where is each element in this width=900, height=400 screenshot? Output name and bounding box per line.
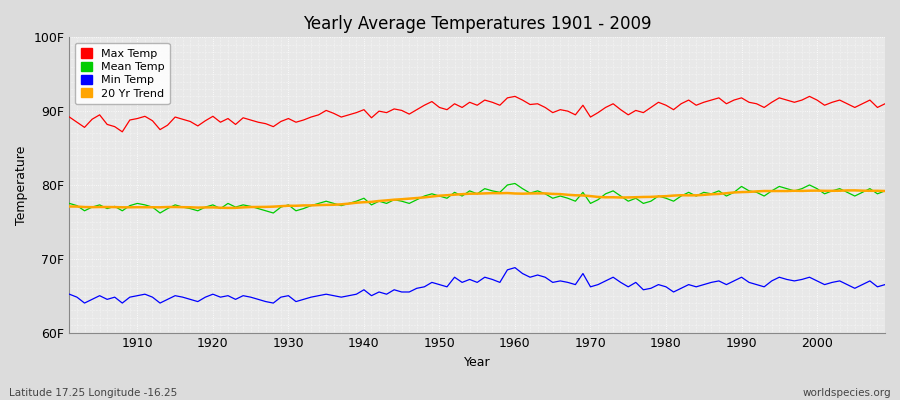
Text: Latitude 17.25 Longitude -16.25: Latitude 17.25 Longitude -16.25	[9, 388, 177, 398]
Legend: Max Temp, Mean Temp, Min Temp, 20 Yr Trend: Max Temp, Mean Temp, Min Temp, 20 Yr Tre…	[75, 43, 170, 104]
X-axis label: Year: Year	[464, 356, 490, 369]
Title: Yearly Average Temperatures 1901 - 2009: Yearly Average Temperatures 1901 - 2009	[303, 15, 652, 33]
Text: worldspecies.org: worldspecies.org	[803, 388, 891, 398]
Y-axis label: Temperature: Temperature	[15, 145, 28, 225]
